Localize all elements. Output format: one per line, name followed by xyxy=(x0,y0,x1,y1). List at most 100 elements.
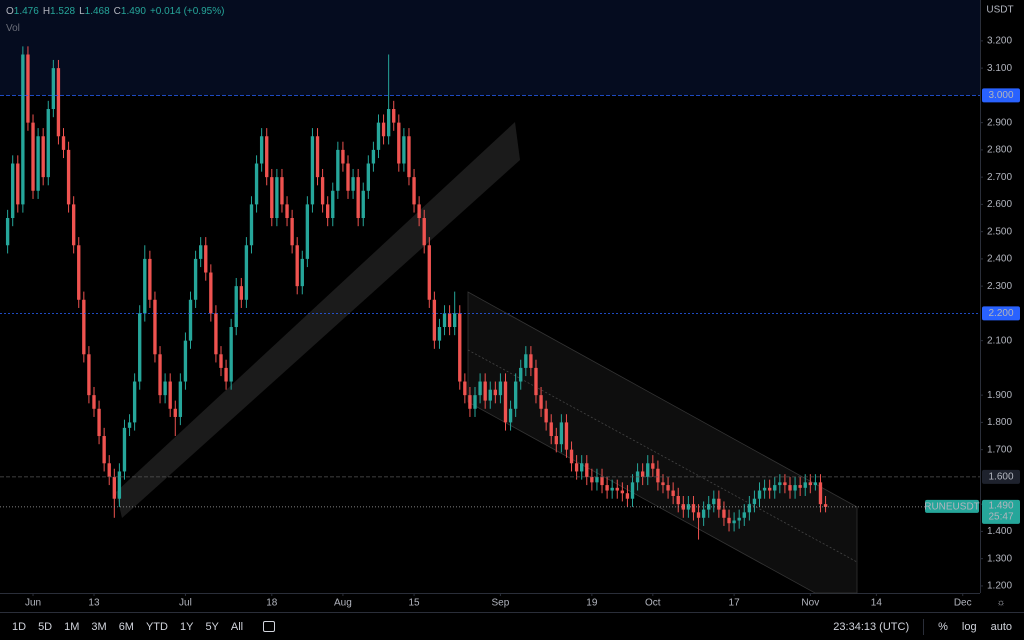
candle-body xyxy=(752,498,757,505)
candle-body xyxy=(524,354,528,368)
candle-body xyxy=(143,258,147,314)
ohlc-value: 1.490 xyxy=(120,6,146,17)
candle-body xyxy=(178,381,183,417)
candle-body xyxy=(453,313,457,328)
candle-body xyxy=(691,504,696,513)
level-label: 1.600 xyxy=(988,472,1013,483)
candle-body xyxy=(310,136,315,205)
calendar-button[interactable] xyxy=(263,621,276,632)
candle-body xyxy=(107,463,111,477)
ohlc-key: O xyxy=(6,6,14,17)
candle-body xyxy=(209,272,213,314)
candle-body xyxy=(722,509,726,518)
candle-body xyxy=(788,485,792,491)
ohlc-item: L1.468 xyxy=(79,6,110,17)
candle-body xyxy=(112,476,116,499)
candle-body xyxy=(193,258,198,300)
candle-body xyxy=(290,218,294,246)
candle-body xyxy=(5,218,10,246)
candle-body xyxy=(458,313,462,382)
candle-body xyxy=(97,408,101,437)
x-tick-label: Sep xyxy=(492,598,510,609)
percent-button[interactable]: % xyxy=(938,620,948,633)
range-button[interactable]: All xyxy=(230,620,244,633)
candle-body xyxy=(51,68,56,110)
candle-body xyxy=(534,367,538,396)
candle-body xyxy=(300,258,304,287)
y-tick-label: 2.300 xyxy=(987,281,1012,292)
candle-body xyxy=(549,422,553,437)
settings-icon[interactable]: ☼ xyxy=(996,598,1005,609)
candle-body xyxy=(615,487,619,491)
descending-channel xyxy=(467,291,858,594)
candle-body xyxy=(823,504,828,507)
candle-body xyxy=(229,327,233,382)
candle-body xyxy=(376,122,381,150)
candle-body xyxy=(422,218,426,246)
candle-body xyxy=(427,245,431,300)
range-button[interactable]: 5Y xyxy=(205,620,219,633)
candle-body xyxy=(66,149,71,205)
range-button[interactable]: 1D xyxy=(12,620,27,633)
range-buttons: 1D 5D 1M 3M 6M YTD 1Y 5Y All xyxy=(0,621,243,633)
range-button[interactable]: 6M xyxy=(118,620,134,633)
candle-body xyxy=(818,482,823,505)
candle-body xyxy=(259,136,264,164)
candle-body xyxy=(326,204,330,219)
candle-body xyxy=(320,177,325,205)
candle-body xyxy=(727,517,731,524)
candle-body xyxy=(295,245,299,287)
candle-body xyxy=(447,313,452,328)
candle-body xyxy=(346,163,350,191)
toolbar: 1D 5D 1M 3M 6M YTD 1Y 5Y All 23:34:13 (UTC) % lo… xyxy=(0,612,1024,640)
range-button[interactable]: 3M xyxy=(91,620,107,633)
candle-body xyxy=(605,485,609,491)
candle-body xyxy=(554,436,558,445)
candle-body xyxy=(381,122,386,137)
candle-body xyxy=(539,395,543,409)
x-tick-label: 17 xyxy=(729,598,741,609)
candle-body xyxy=(117,471,122,499)
x-tick-label: Nov xyxy=(801,598,819,609)
candle-body xyxy=(661,482,665,486)
candle-body xyxy=(585,463,589,477)
x-tick-label: Aug xyxy=(334,598,352,609)
candle-body xyxy=(473,395,477,409)
candle-body xyxy=(41,136,45,178)
candle-body xyxy=(26,54,30,123)
level-label: 3.000 xyxy=(988,90,1013,101)
candle-body xyxy=(163,381,167,396)
candle-body xyxy=(569,449,574,464)
y-tick-label: 2.400 xyxy=(987,254,1012,265)
candle-body xyxy=(762,487,767,491)
x-tick-label: Oct xyxy=(645,598,661,609)
candle-body xyxy=(356,177,360,219)
y-tick-label: 3.200 xyxy=(987,36,1012,47)
range-button[interactable]: 1M xyxy=(64,620,80,633)
volume-label: Vol xyxy=(6,23,20,34)
y-tick-label: 1.700 xyxy=(987,444,1012,455)
candle-body xyxy=(392,109,396,123)
candle-body xyxy=(767,487,772,491)
symbol-tag-bg xyxy=(925,499,979,513)
log-button[interactable]: log xyxy=(961,620,977,633)
range-button[interactable]: YTD xyxy=(145,620,168,633)
candle-body xyxy=(82,299,86,355)
y-tick-label: 1.200 xyxy=(987,581,1012,592)
ohlc-value: 1.476 xyxy=(13,6,39,17)
range-button[interactable]: 1Y xyxy=(179,620,194,633)
candle-body xyxy=(315,136,320,178)
candle-body xyxy=(513,381,518,409)
level-label-bg xyxy=(982,306,1020,321)
ohlc-key: H xyxy=(42,6,51,17)
auto-button[interactable]: auto xyxy=(990,620,1012,633)
countdown: 25:47 xyxy=(988,512,1013,523)
y-tick-label: 1.800 xyxy=(987,417,1012,428)
candle-body xyxy=(625,493,630,499)
candle-body xyxy=(412,177,416,205)
range-button[interactable]: 5D xyxy=(38,620,53,633)
ohlc-value: 1.468 xyxy=(84,6,110,17)
legend: O1.476 H1.528 L1.468 C1.490 +0.014 (+0.95%) xyxy=(6,6,224,17)
candle-body xyxy=(46,109,50,178)
